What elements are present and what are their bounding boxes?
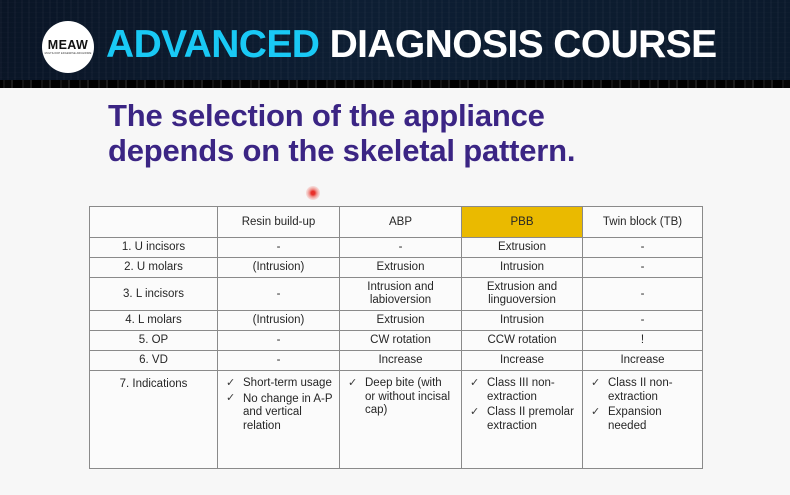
list-item-label: Class II premolar extraction — [487, 406, 574, 432]
table-row: 1. U incisors - - Extrusion - — [89, 237, 703, 258]
cell-vd-pbb: Increase — [461, 350, 583, 371]
list-item-label: Deep bite (with or without incisal cap) — [365, 377, 451, 416]
list-item: ✓ Short-term usage — [226, 377, 333, 391]
logo-text: MEAW — [47, 37, 89, 52]
row-header-u-incisors: 1. U incisors — [89, 237, 218, 258]
column-header-resin-build-up: Resin build-up — [217, 206, 340, 238]
list-item-label: Short-term usage — [243, 377, 332, 389]
table-row: 4. L molars (Intrusion) Extrusion Intrus… — [89, 310, 703, 331]
indication-list-twin-block: ✓ Class II non-extraction ✓ Expansion need… — [587, 377, 698, 433]
cell-u-incisors-abp: - — [339, 237, 462, 258]
cell-l-molars-pbb: Intrusion — [461, 310, 583, 331]
check-icon: ✓ — [470, 405, 480, 418]
laser-pointer-dot-icon — [306, 186, 320, 200]
list-item: ✓ Class II premolar extraction — [470, 406, 576, 433]
cell-l-incisors-pbb: Extrusion and linguoversion — [461, 277, 583, 311]
check-icon: ✓ — [591, 376, 601, 389]
row-header-vd: 6. VD — [89, 350, 218, 371]
row-header-indications: 7. Indications — [89, 370, 218, 469]
logo-subtitle: MULTILOOP EDGEWISE ARCHWIRE — [44, 51, 92, 55]
cell-indications-tb: ✓ Class II non-extraction ✓ Expansion need… — [582, 370, 703, 469]
cell-indications-resin: ✓ Short-term usage ✓ No change in A-P and … — [217, 370, 340, 469]
check-icon: ✓ — [470, 376, 480, 389]
cell-vd-abp: Increase — [339, 350, 462, 371]
table-row: 2. U molars (Intrusion) Extrusion Intrus… — [89, 257, 703, 278]
cell-op-tb: ! — [582, 330, 703, 351]
cell-u-molars-abp: Extrusion — [339, 257, 462, 278]
column-header-abp: ABP — [339, 206, 462, 238]
indication-list-abp: ✓ Deep bite (with or without incisal cap) — [344, 377, 457, 418]
list-item: ✓ Deep bite (with or without incisal cap) — [348, 377, 455, 418]
check-icon: ✓ — [591, 405, 601, 418]
cell-u-molars-pbb: Intrusion — [461, 257, 583, 278]
cell-indications-pbb: ✓ Class III non-extraction ✓ Class II prem… — [461, 370, 583, 469]
table-row: 3. L incisors - Intrusion and labioversi… — [89, 277, 703, 311]
list-item: ✓ Expansion needed — [591, 406, 696, 433]
table-row-indications: 7. Indications ✓ Short-term usage ✓ No cha… — [89, 370, 703, 469]
row-header-u-molars: 2. U molars — [89, 257, 218, 278]
check-icon: ✓ — [226, 392, 236, 404]
cell-u-incisors-resin: - — [217, 237, 340, 258]
cell-indications-abp: ✓ Deep bite (with or without incisal cap) — [339, 370, 462, 469]
cell-l-incisors-abp: Intrusion and labioversion — [339, 277, 462, 311]
cell-op-resin: - — [217, 330, 340, 351]
list-item: ✓ No change in A-P and vertical relation — [226, 392, 333, 434]
cell-u-incisors-pbb: Extrusion — [461, 237, 583, 258]
slide-heading: The selection of the appliance depends o… — [108, 98, 748, 168]
row-header-op: 5. OP — [89, 330, 218, 351]
header-banner: MEAW MULTILOOP EDGEWISE ARCHWIRE ADVANCE… — [0, 0, 790, 88]
column-header-pbb: PBB — [461, 206, 583, 238]
row-header-l-molars: 4. L molars — [89, 310, 218, 331]
heading-line-1: The selection of the appliance — [108, 98, 545, 133]
cell-u-incisors-tb: - — [582, 237, 703, 258]
list-item-label: Class III non-extraction — [487, 377, 555, 403]
banner-title-accent: ADVANCED — [106, 23, 320, 66]
check-icon: ✓ — [226, 376, 236, 389]
indication-list-pbb: ✓ Class III non-extraction ✓ Class II prem… — [466, 377, 578, 433]
cell-vd-resin: - — [217, 350, 340, 371]
row-header-l-incisors: 3. L incisors — [89, 277, 218, 311]
list-item-label: Expansion needed — [608, 406, 662, 432]
banner-title: ADVANCED DIAGNOSIS COURSE — [106, 16, 717, 74]
cell-vd-tb: Increase — [582, 350, 703, 371]
appliance-comparison-table: Resin build-up ABP PBB Twin block (TB) 1… — [89, 206, 703, 469]
list-item-label: Class II non-extraction — [608, 377, 673, 403]
table-header-row: Resin build-up ABP PBB Twin block (TB) — [89, 206, 703, 238]
meaw-logo: MEAW MULTILOOP EDGEWISE ARCHWIRE — [42, 21, 94, 73]
list-item-label: No change in A-P and vertical relation — [243, 392, 333, 432]
banner-film-strip — [0, 80, 790, 88]
column-header-twin-block: Twin block (TB) — [582, 206, 703, 238]
cell-u-molars-resin: (Intrusion) — [217, 257, 340, 278]
list-item: ✓ Class III non-extraction — [470, 377, 576, 404]
appliance-comparison-table-wrapper: Resin build-up ABP PBB Twin block (TB) 1… — [89, 206, 703, 469]
table-row: 5. OP - CW rotation CCW rotation ! — [89, 330, 703, 351]
cell-l-incisors-tb: - — [582, 277, 703, 311]
cell-l-incisors-resin: - — [217, 277, 340, 311]
list-item: ✓ Class II non-extraction — [591, 377, 696, 404]
table-row: 6. VD - Increase Increase Increase — [89, 350, 703, 371]
cell-op-abp: CW rotation — [339, 330, 462, 351]
table-corner-cell — [89, 206, 218, 238]
cell-u-molars-tb: - — [582, 257, 703, 278]
cell-l-molars-tb: - — [582, 310, 703, 331]
cell-l-molars-abp: Extrusion — [339, 310, 462, 331]
cell-op-pbb: CCW rotation — [461, 330, 583, 351]
banner-title-main: DIAGNOSIS COURSE — [319, 23, 718, 66]
cell-l-molars-resin: (Intrusion) — [217, 310, 340, 331]
heading-line-2: depends on the skeletal pattern. — [108, 133, 576, 168]
check-icon: ✓ — [348, 376, 358, 389]
indication-list-resin: ✓ Short-term usage ✓ No change in A-P and … — [222, 377, 335, 433]
